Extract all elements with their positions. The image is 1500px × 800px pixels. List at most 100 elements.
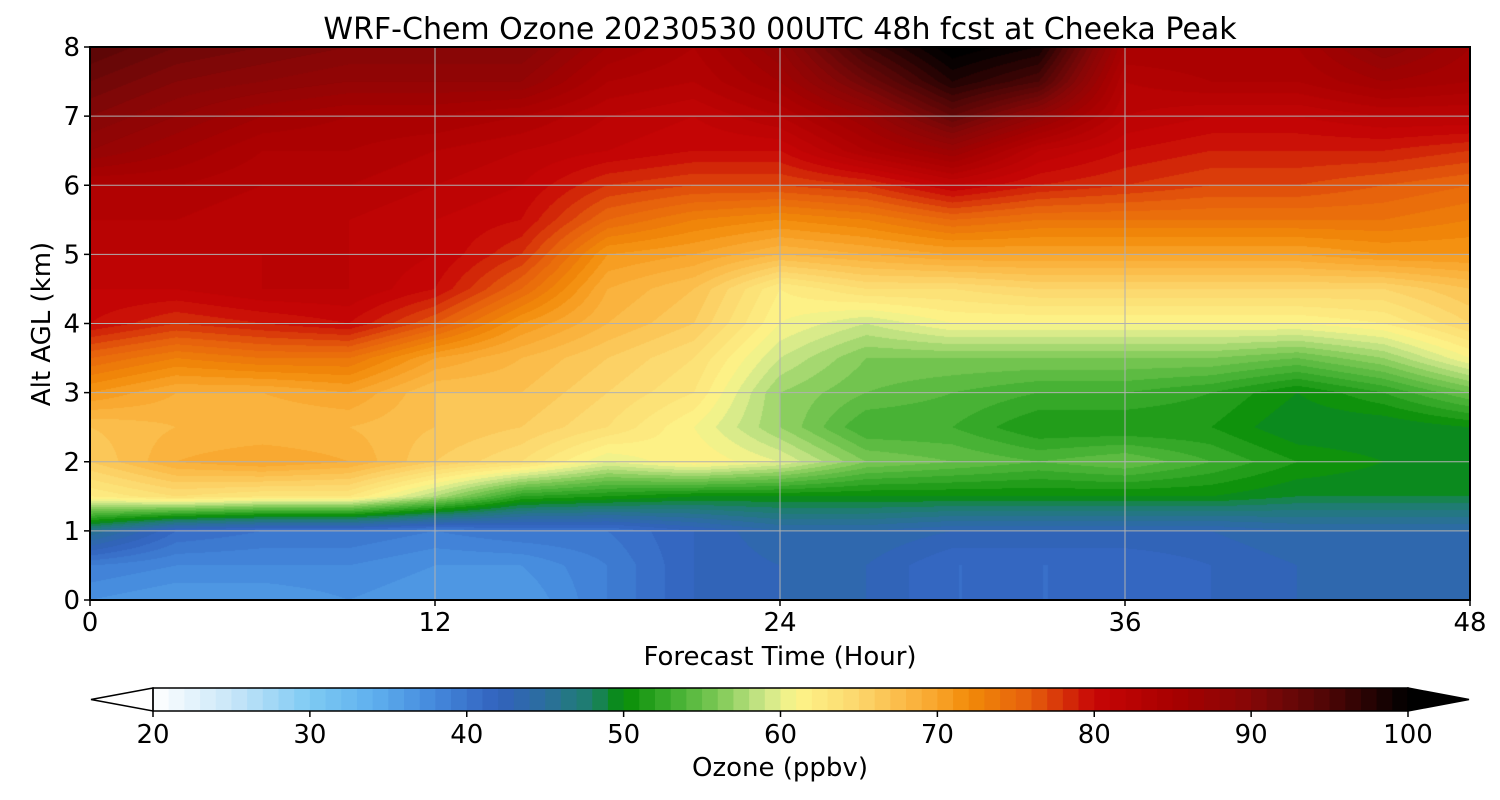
colorbar-cell	[984, 688, 1001, 711]
colorbar-cell	[294, 688, 311, 711]
x-tick-label: 36	[1108, 608, 1141, 638]
colorbar-cell	[1047, 688, 1064, 711]
colorbar-cell	[1141, 688, 1158, 711]
y-tick-label: 6	[63, 171, 80, 201]
colorbar-cell	[1094, 688, 1111, 711]
colorbar-cell	[1031, 688, 1048, 711]
colorbar-cell	[215, 688, 233, 711]
colorbar-cell	[529, 688, 546, 711]
colorbar-cell	[733, 688, 750, 711]
colorbar-cell	[1204, 688, 1221, 711]
chart-title: WRF-Chem Ozone 20230530 00UTC 48h fcst a…	[323, 12, 1237, 47]
colorbar-cell	[1172, 688, 1189, 711]
colorbar-cell	[1313, 688, 1331, 711]
colorbar-cell	[341, 688, 358, 711]
colorbar-ticks: 20 30 40 50 60 70 80 90 100	[136, 711, 1433, 750]
colorbar-cell	[717, 688, 735, 711]
colorbar-cell	[1235, 688, 1252, 711]
colorbar-cell	[560, 688, 578, 711]
colorbar-cell	[419, 688, 436, 711]
x-tick-label: 24	[763, 608, 796, 638]
colorbar-cell	[231, 688, 248, 711]
colorbar-cell	[702, 688, 719, 711]
colorbar-cell	[811, 688, 829, 711]
y-tick-label: 8	[63, 33, 80, 63]
colorbar-cell	[278, 688, 295, 711]
colorbar-cell	[184, 688, 201, 711]
colorbar-cell	[639, 688, 656, 711]
colorbar-cell	[764, 688, 782, 711]
colorbar-cell	[435, 688, 452, 711]
colorbar-cell	[1298, 688, 1315, 711]
colorbar-cell	[890, 688, 907, 711]
colorbar-cell	[309, 688, 327, 711]
colorbar-cell	[1157, 688, 1174, 711]
colorbar-tick-label: 50	[607, 720, 640, 750]
colorbar-cell	[482, 688, 499, 711]
colorbar-tick-label: 30	[293, 720, 326, 750]
colorbar-cell	[623, 688, 640, 711]
colorbar-cell	[388, 688, 405, 711]
colorbar-cell	[466, 688, 484, 711]
x-tick-label: 48	[1453, 608, 1486, 638]
colorbar-cell	[372, 688, 389, 711]
colorbar-cell	[153, 688, 170, 711]
colorbar-cell	[262, 688, 280, 711]
colorbar-tick-label: 20	[136, 720, 169, 750]
colorbar-cell	[827, 688, 844, 711]
y-tick-label: 1	[63, 517, 80, 547]
colorbar-cell	[874, 688, 891, 711]
colorbar-cell	[1125, 688, 1142, 711]
colorbar-cell	[247, 688, 264, 711]
colorbar-cell	[1392, 688, 1409, 711]
colorbar-cell	[1000, 688, 1017, 711]
y-axis: 0 1 2 3 4 5 6 7 8	[63, 33, 90, 616]
colorbar-cell	[796, 688, 813, 711]
colorbar-cell	[200, 688, 217, 711]
colorbar-cell	[906, 688, 923, 711]
colorbar-cell	[1188, 688, 1205, 711]
colorbar-cell	[1345, 688, 1362, 711]
colorbar-tick-label: 90	[1235, 720, 1268, 750]
colorbar-cell	[325, 688, 342, 711]
colorbar-cell	[513, 688, 531, 711]
y-tick-label: 4	[63, 310, 80, 340]
x-axis-label: Forecast Time (Hour)	[643, 642, 916, 672]
colorbar-cell	[670, 688, 687, 711]
colorbar-extend-high	[1407, 687, 1470, 712]
colorbar-cell	[1062, 688, 1080, 711]
colorbar-cell	[607, 688, 625, 711]
x-tick-label: 0	[82, 608, 99, 638]
colorbar-cell	[953, 688, 970, 711]
colorbar-cell	[1329, 688, 1346, 711]
y-tick-label: 5	[63, 240, 80, 270]
y-tick-label: 2	[63, 448, 80, 478]
colorbar-cell	[780, 688, 797, 711]
x-axis: 0 12 24 36 48	[82, 600, 1487, 638]
colorbar-label: Ozone (ppbv)	[692, 753, 868, 783]
colorbar-tick-label: 60	[764, 720, 797, 750]
colorbar-cell	[1360, 688, 1378, 711]
x-tick-label: 12	[418, 608, 451, 638]
colorbar-cell	[1078, 688, 1095, 711]
colorbar: 20 30 40 50 60 70 80 90 100 Ozone (ppbv)	[90, 687, 1470, 783]
y-tick-label: 3	[63, 379, 80, 409]
colorbar-cell	[655, 688, 672, 711]
colorbar-cell	[749, 688, 766, 711]
colorbar-cell	[1219, 688, 1237, 711]
colorbar-cell	[1251, 688, 1268, 711]
colorbar-cell	[1109, 688, 1127, 711]
y-axis-label: Alt AGL (km)	[27, 242, 57, 406]
colorbar-cell	[1376, 688, 1393, 711]
colorbar-cell	[545, 688, 562, 711]
colorbar-cell	[356, 688, 374, 711]
grid-lines	[90, 47, 1470, 600]
colorbar-cell	[1015, 688, 1033, 711]
colorbar-cell	[404, 688, 421, 711]
colorbar-extend-low	[90, 687, 154, 712]
colorbar-cell	[858, 688, 876, 711]
colorbar-cell	[968, 688, 986, 711]
colorbar-cell	[686, 688, 703, 711]
y-tick-label: 7	[63, 102, 80, 132]
